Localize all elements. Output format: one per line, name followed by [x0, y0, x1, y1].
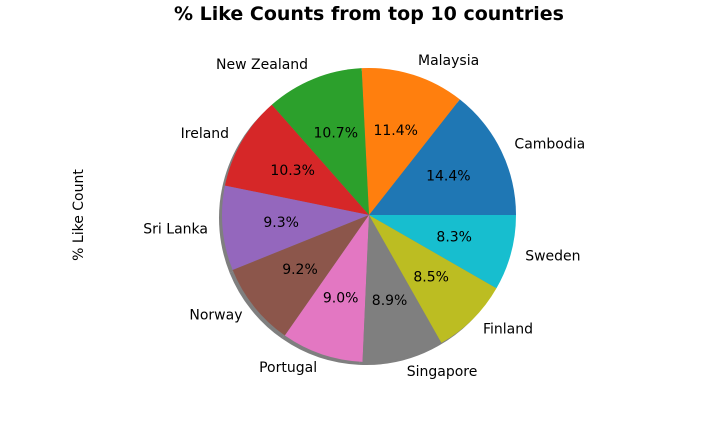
slice-percent-sweden: 8.3% [436, 230, 472, 246]
y-axis-label: % Like Count [71, 169, 87, 261]
slice-malaysia [361, 68, 460, 215]
pie-slices [222, 68, 516, 362]
pie-labels: Cambodia 14.4% Malaysia 11.4% New Zealand 10.… [143, 53, 585, 380]
slice-norway [232, 215, 369, 336]
slice-label-portugal: Portugal [259, 360, 317, 376]
slice-sweden [369, 215, 516, 289]
slice-percent-malaysia: 11.4% [373, 123, 417, 139]
slice-label-ireland: Ireland [181, 126, 229, 142]
slice-percent-cambodia: 14.4% [426, 168, 470, 184]
slice-percent-singapore: 8.9% [372, 293, 408, 309]
slice-label-norway: Norway [189, 308, 242, 324]
slice-portugal [284, 215, 369, 362]
slice-label-sweden: Sweden [525, 249, 580, 265]
slice-percent-sri-lanka: 9.3% [263, 215, 299, 231]
slice-cambodia [369, 99, 516, 215]
slice-label-malaysia: Malaysia [418, 53, 479, 69]
slice-percent-norway: 9.2% [282, 262, 318, 278]
slice-finland [369, 215, 497, 343]
slice-percent-ireland: 10.3% [270, 163, 314, 179]
slice-singapore [362, 215, 442, 362]
chart-title: % Like Counts from top 10 countries [174, 3, 564, 25]
slice-label-singapore: Singapore [407, 364, 478, 380]
slice-percent-finland: 8.5% [413, 270, 449, 286]
slice-percent-new-zealand: 10.7% [314, 125, 358, 141]
slice-ireland [224, 104, 369, 215]
slice-percent-portugal: 9.0% [323, 291, 359, 307]
slice-label-finland: Finland [483, 322, 533, 338]
slice-new-zealand [271, 68, 369, 215]
slice-label-cambodia: Cambodia [514, 136, 585, 152]
slice-label-sri-lanka: Sri Lanka [143, 222, 208, 238]
slice-label-new-zealand: New Zealand [216, 57, 308, 73]
slice-sri-lanka [222, 185, 369, 270]
